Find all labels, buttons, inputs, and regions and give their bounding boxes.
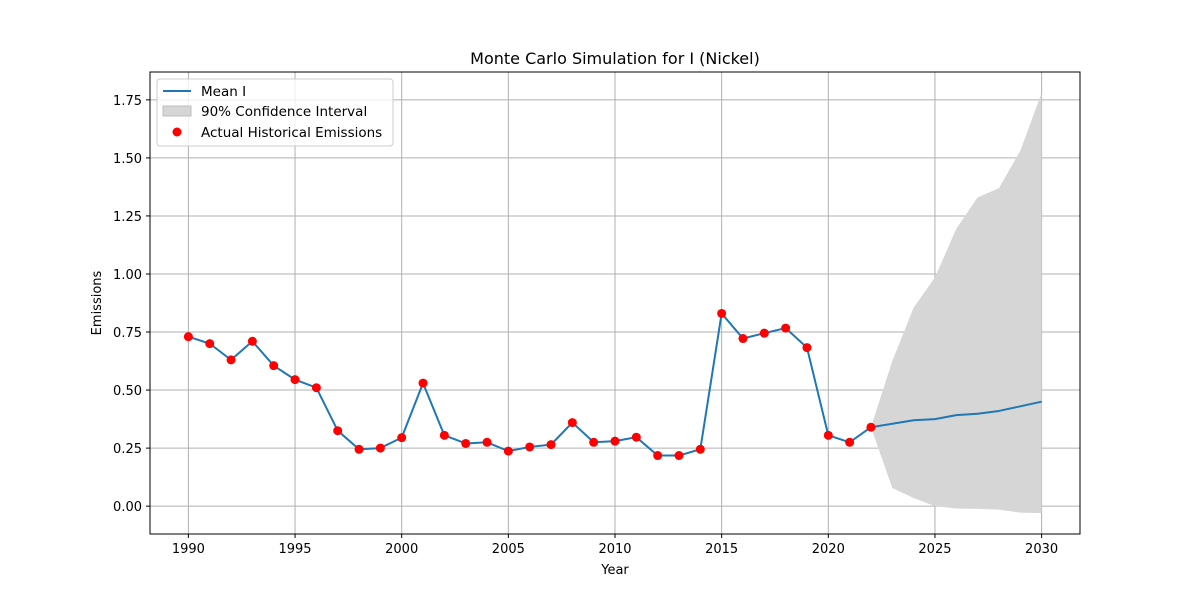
historical-point	[866, 422, 876, 432]
historical-point	[482, 437, 492, 447]
historical-point	[290, 375, 300, 385]
historical-point	[546, 440, 556, 450]
historical-point	[525, 442, 535, 452]
historical-point	[674, 451, 684, 461]
legend-band-label: 90% Confidence Interval	[201, 104, 367, 120]
historical-point	[269, 361, 279, 371]
y-tick-label: 0.50	[113, 384, 142, 399]
historical-point	[333, 426, 343, 436]
historical-points-layer	[183, 308, 876, 461]
y-tick-label: 1.50	[113, 152, 142, 167]
x-tick-label: 2015	[705, 542, 738, 557]
legend-historical-swatch	[172, 127, 182, 137]
historical-point	[653, 451, 663, 461]
historical-point	[759, 328, 769, 338]
historical-point	[503, 446, 513, 456]
x-tick-label: 2020	[812, 542, 845, 557]
historical-point	[418, 378, 428, 388]
historical-point	[631, 432, 641, 442]
historical-point	[247, 336, 257, 346]
historical-point	[183, 332, 193, 342]
historical-point	[375, 443, 385, 453]
historical-point	[439, 430, 449, 440]
x-axis-label: Year	[600, 563, 629, 578]
y-tick-label: 1.25	[113, 210, 142, 225]
historical-point	[695, 444, 705, 454]
y-axis-ticks: 0.00 0.25 0.50 0.75 1.00 1.25 1.50 1.75	[113, 94, 150, 515]
y-tick-label: 0.00	[113, 500, 142, 515]
historical-point	[397, 433, 407, 443]
confidence-interval-band	[870, 92, 1042, 514]
x-axis-ticks: 1990 1995 2000 2005 2010 2015 2020 2025 2030	[172, 534, 1058, 557]
historical-point	[802, 343, 812, 353]
y-tick-label: 0.25	[113, 442, 142, 457]
x-tick-label: 2010	[598, 542, 631, 557]
x-tick-label: 2030	[1025, 542, 1058, 557]
legend-box	[156, 78, 394, 147]
historical-point	[205, 339, 215, 349]
historical-point	[610, 436, 620, 446]
historical-point	[823, 430, 833, 440]
x-tick-label: 2000	[385, 542, 418, 557]
x-tick-label: 1995	[278, 542, 311, 557]
legend-band-swatch	[162, 105, 192, 117]
historical-point	[738, 334, 748, 344]
historical-point	[311, 383, 321, 393]
historical-point	[461, 438, 471, 448]
x-tick-label: 1990	[172, 542, 205, 557]
y-tick-label: 1.75	[113, 94, 142, 109]
x-tick-label: 2025	[918, 542, 951, 557]
legend-historical-label: Actual Historical Emissions	[201, 125, 382, 141]
historical-point	[226, 355, 236, 365]
legend: Mean I 90% Confidence Interval Actual Hi…	[156, 78, 394, 147]
historical-point	[589, 437, 599, 447]
legend-mean-label: Mean I	[201, 84, 246, 100]
historical-point	[781, 323, 791, 333]
y-tick-label: 1.00	[113, 268, 142, 283]
historical-point	[354, 444, 364, 454]
historical-point	[567, 418, 577, 428]
historical-point	[717, 308, 727, 318]
historical-point	[845, 437, 855, 447]
confidence-band-layer	[870, 92, 1042, 514]
x-tick-label: 2005	[492, 542, 525, 557]
y-tick-label: 0.75	[113, 326, 142, 341]
y-axis-label: Emissions	[90, 270, 105, 335]
chart-title: Monte Carlo Simulation for I (Nickel)	[470, 49, 760, 68]
